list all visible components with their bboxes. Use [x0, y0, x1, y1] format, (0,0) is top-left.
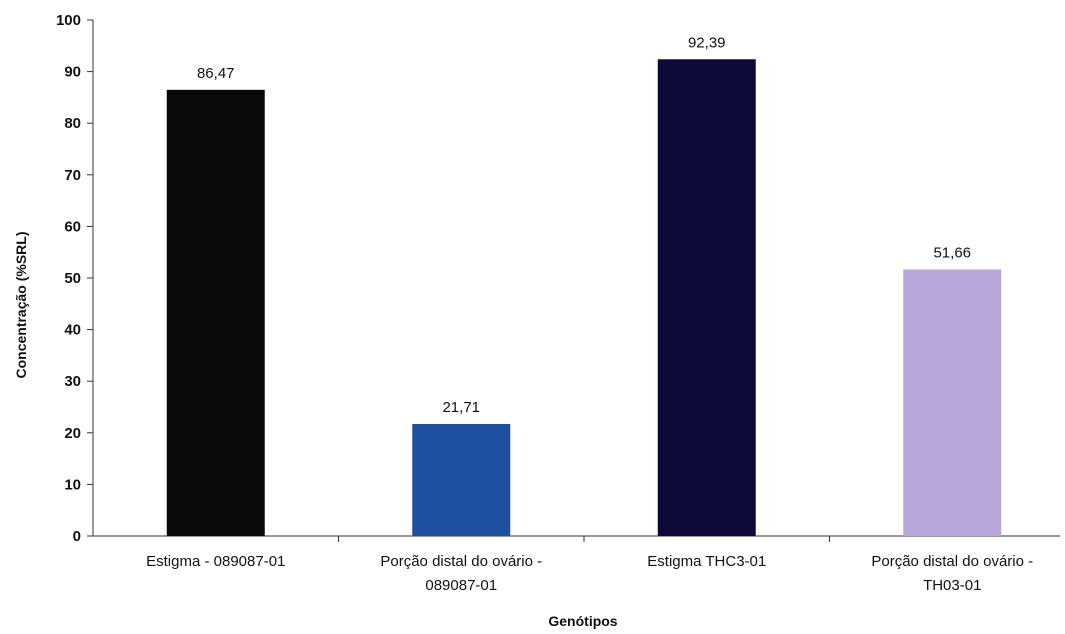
y-axis: 0 10 20 30 40 50 60 70 80 90 100 — [56, 12, 94, 545]
y-tick-label: 0 — [73, 528, 81, 545]
x-tick-label: Porção distal do ovário - — [380, 553, 542, 570]
y-tick-label: 30 — [64, 373, 81, 390]
x-tick-label: 089087-01 — [425, 577, 497, 594]
data-label: 21,71 — [442, 399, 480, 416]
x-axis — [93, 535, 1060, 542]
category-labels: Estigma - 089087-01 Porção distal do ovár… — [146, 553, 1033, 594]
data-label: 92,39 — [688, 34, 726, 51]
bars — [166, 59, 1002, 537]
y-tick-label: 70 — [64, 167, 81, 184]
x-tick-label: Estigma THC3-01 — [647, 553, 766, 570]
bar — [903, 269, 1002, 536]
data-label: 51,66 — [933, 244, 971, 261]
x-tick-label: Porção distal do ovário - — [871, 553, 1033, 570]
y-tick-label: 60 — [64, 218, 81, 235]
y-tick-label: 80 — [64, 115, 81, 132]
bar — [166, 89, 265, 537]
data-label: 86,47 — [197, 65, 235, 82]
bar — [657, 59, 756, 536]
y-tick-label: 20 — [64, 425, 81, 442]
data-labels: 86,47 21,71 92,39 51,66 — [197, 34, 971, 416]
x-tick-label: Estigma - 089087-01 — [146, 553, 285, 570]
bar — [412, 423, 511, 536]
y-tick-label: 100 — [56, 12, 81, 29]
y-tick-label: 40 — [64, 322, 81, 339]
x-axis-title: Genótipos — [548, 613, 617, 629]
y-axis-title: Concentração (%SRL) — [13, 231, 29, 378]
y-tick-label: 50 — [64, 270, 81, 287]
y-tick-label: 90 — [64, 64, 81, 81]
x-tick-label: TH03-01 — [923, 577, 981, 594]
y-tick-label: 10 — [64, 476, 81, 493]
